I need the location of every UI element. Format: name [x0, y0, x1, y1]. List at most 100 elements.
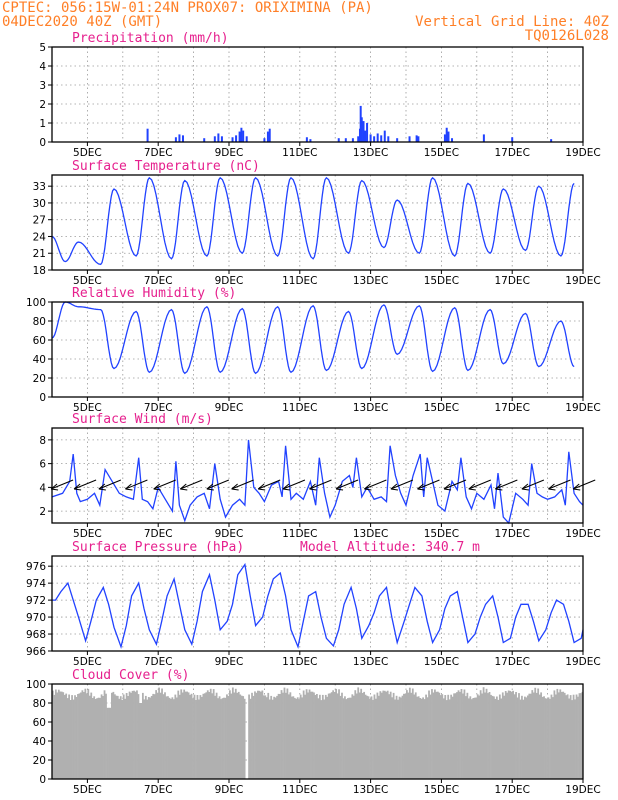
- cloud-cover-bar: [518, 693, 520, 779]
- cloud-cover-bar: [546, 698, 548, 779]
- cloud-cover-bar: [316, 694, 318, 779]
- cloud-cover-bar: [140, 703, 143, 779]
- x-tick-label: 5DEC: [73, 402, 102, 414]
- y-tick-label: 20: [33, 373, 46, 385]
- precip-bar: [451, 138, 454, 142]
- cloud-cover-bar: [103, 690, 106, 779]
- cloud-cover-bar: [195, 700, 197, 779]
- cloud-cover-bar: [239, 694, 242, 779]
- humidity-panel: Relative Humidity (%) 0 20 40 60 80 100 5DEC 7DE…: [26, 286, 601, 414]
- cloud-cover-bar: [149, 697, 152, 779]
- y-tick-label: 100: [26, 679, 46, 691]
- cloud-cover-bar: [130, 692, 132, 779]
- cloud-cover-bar: [485, 688, 488, 779]
- precip-bar: [408, 136, 411, 142]
- cloud-cover-bar: [469, 696, 472, 779]
- cloud-cover-bar: [383, 690, 386, 779]
- cloud-cover-bar: [146, 699, 149, 779]
- cloud-cover-bar: [379, 691, 382, 779]
- cloud-cover-bar: [406, 690, 408, 779]
- cloud-cover-bar: [324, 694, 327, 779]
- cloud-cover-bar: [336, 693, 339, 779]
- cloud-cover-bar: [351, 694, 354, 779]
- y-tick-label: 33: [33, 181, 46, 193]
- cloud-cover-bar: [493, 696, 495, 779]
- cloud-cover-bar: [490, 694, 492, 779]
- cloud-cover-bar: [434, 689, 436, 779]
- cloud-cover-bar: [80, 692, 82, 779]
- cloud-cover-panel: Cloud Cover (%) 0 20 40 60 80 100 5DEC 7DEC 9DEC 1…: [26, 668, 601, 796]
- cloud-cover-bar: [81, 690, 84, 779]
- precip-bar: [309, 139, 312, 142]
- y-tick-label: 20: [33, 755, 46, 767]
- x-tick-label: 15DEC: [424, 402, 459, 414]
- precip-bar: [242, 130, 245, 142]
- cloud-cover-bar: [552, 697, 554, 779]
- cloud-cover-bar: [317, 698, 320, 779]
- cloud-cover-bar: [438, 692, 441, 779]
- cloud-cover-bar: [152, 693, 155, 779]
- cloud-cover-bar: [426, 697, 429, 779]
- cloud-cover-bar: [565, 695, 568, 779]
- cloud-cover-bar: [259, 691, 262, 779]
- cloud-cover-bar: [333, 692, 336, 779]
- wind-arrow-icon: [206, 479, 230, 491]
- cloud-cover-bar: [208, 692, 211, 779]
- cloud-cover-bar: [524, 696, 526, 779]
- cloud-cover-bar: [273, 696, 276, 779]
- cloud-cover-bar: [159, 692, 162, 779]
- precip-bar: [235, 135, 238, 142]
- cloud-cover-bar: [200, 696, 203, 779]
- x-tick-label: 13DEC: [353, 402, 388, 414]
- cloud-cover-bar: [441, 694, 444, 779]
- cloud-cover-bar: [352, 695, 355, 779]
- cloud-cover-bar: [251, 692, 253, 779]
- cloud-cover-bar: [423, 699, 426, 779]
- cloud-cover-bar: [560, 691, 563, 779]
- cloud-cover-bar: [66, 698, 69, 779]
- cloud-cover-bar: [442, 698, 445, 779]
- cloud-cover-bar: [494, 698, 497, 779]
- cloud-cover-bar: [254, 691, 256, 779]
- wind-arrow-icon: [468, 479, 491, 491]
- precipitation-plot-frame: [51, 46, 584, 143]
- cloud-cover-bar: [122, 694, 125, 779]
- precip-bar: [359, 105, 362, 142]
- cloud-cover-bar: [139, 703, 141, 779]
- y-tick-label: 80: [33, 316, 46, 328]
- cloud-cover-bar: [513, 694, 516, 779]
- precip-bar: [263, 138, 266, 142]
- cloud-cover-bar: [261, 690, 264, 779]
- cloud-cover-bar: [475, 697, 478, 779]
- cloud-cover-title: Cloud Cover (%): [72, 668, 189, 683]
- x-tick-label: 5DEC: [73, 784, 102, 796]
- wind-arrow-icon: [282, 479, 306, 491]
- cloud-cover-bar: [90, 692, 93, 779]
- wind-arrow-icon: [335, 479, 359, 491]
- y-tick-label: 3: [39, 80, 46, 92]
- cloud-cover-bar: [141, 692, 144, 779]
- cloud-cover-bar: [304, 694, 307, 779]
- cloud-cover-bar: [347, 698, 349, 779]
- cloud-cover-bar: [575, 694, 578, 779]
- cloud-cover-bar: [102, 696, 104, 779]
- x-tick-label: 17DEC: [494, 528, 529, 540]
- cloud-cover-bar: [525, 697, 528, 779]
- cloud-cover-bar: [229, 690, 231, 779]
- cloud-cover-bar: [497, 699, 500, 779]
- cloud-cover-bar: [522, 699, 525, 779]
- cloud-cover-bar: [181, 692, 184, 779]
- cloud-cover-bar: [112, 691, 115, 779]
- wind-arrow-icon: [125, 479, 148, 491]
- cloud-cover-bar: [270, 695, 273, 779]
- cloud-cover-bar: [298, 699, 301, 779]
- cloud-cover-bar: [488, 692, 491, 779]
- cloud-cover-bar: [158, 687, 160, 779]
- cloud-cover-bar: [528, 693, 531, 779]
- cloud-cover-bar: [186, 691, 188, 779]
- humidity-title: Relative Humidity (%): [72, 286, 236, 301]
- cloud-cover-bar: [105, 693, 107, 779]
- precip-bar: [203, 138, 206, 142]
- cloud-cover-bar: [361, 693, 364, 779]
- cloud-cover-bar: [307, 692, 309, 779]
